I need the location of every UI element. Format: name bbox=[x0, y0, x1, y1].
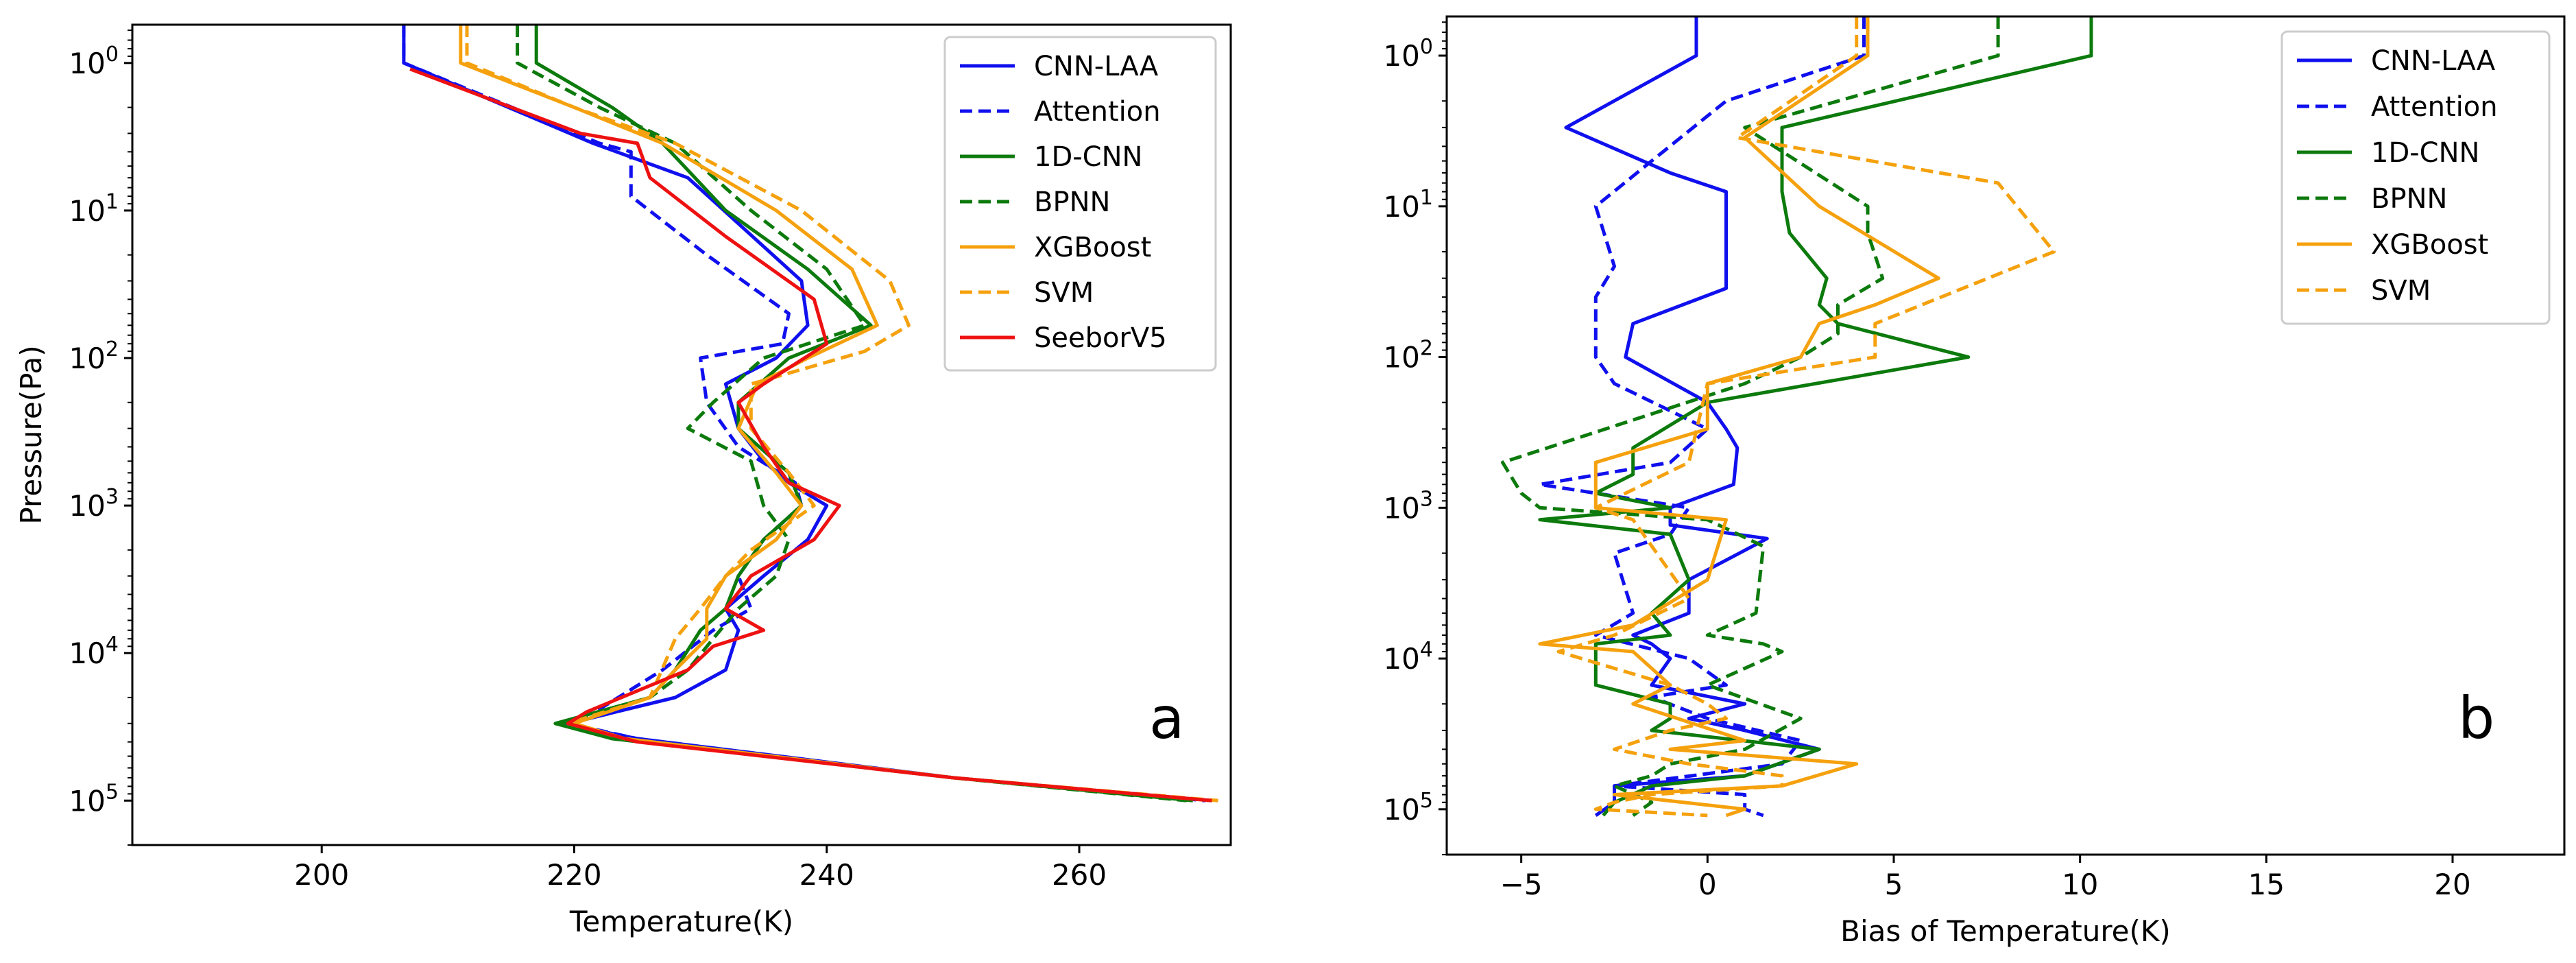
panel-a-legend-label: 1D-CNN bbox=[1034, 141, 1142, 173]
panel-a-x-tick-label: 200 bbox=[294, 858, 349, 892]
panel-b-series-cnn-laa-line bbox=[1564, 16, 1821, 817]
panel-b-x-tick-label: 5 bbox=[1885, 868, 1903, 901]
panel-a-legend-box bbox=[943, 36, 1217, 372]
panel-b-y-tick-label: 103 bbox=[1383, 487, 1433, 525]
panel-a-legend-label: SeeborV5 bbox=[1034, 322, 1167, 354]
panel-a-y-tick-label: 101 bbox=[69, 190, 119, 228]
panel-a: 200 220 240 260 100 101 102 103 104 105 Temperat… bbox=[14, 23, 1232, 938]
panel-b-legend-box bbox=[2280, 30, 2551, 325]
panel-a-legend-label: BPNN bbox=[1034, 187, 1110, 218]
panel-a-y-tick-label: 104 bbox=[69, 632, 119, 670]
panel-a-y-tick-label: 102 bbox=[69, 337, 119, 375]
panel-b-x-tick-label: 0 bbox=[1698, 868, 1717, 901]
panel-a-x-tick-label: 240 bbox=[799, 858, 854, 892]
panel-b-legend-label: 1D-CNN bbox=[2371, 137, 2479, 169]
panel-b-x-ticks: −5 0 5 10 15 20 bbox=[1500, 855, 2471, 901]
panel-b-x-tick-label: 20 bbox=[2434, 868, 2470, 901]
panel-b-x-tick-label: 15 bbox=[2248, 868, 2285, 901]
panel-b-x-tick-label: −5 bbox=[1500, 868, 1543, 901]
panel-b-y-tick-label: 101 bbox=[1383, 186, 1433, 224]
panel-b-y-tick-label: 104 bbox=[1383, 638, 1433, 676]
panel-b-legend-label: XGBoost bbox=[2371, 229, 2488, 261]
panel-b-axes-frame bbox=[1445, 15, 2566, 856]
panel-a-x-axis-label: Temperature(K) bbox=[569, 905, 793, 938]
panel-b-series-1d-cnn-line bbox=[1538, 16, 2093, 817]
panel-a-x-tick-label: 260 bbox=[1052, 858, 1107, 892]
panel-a-axes-frame bbox=[131, 23, 1232, 846]
panel-b-y-tick-label: 100 bbox=[1383, 35, 1433, 73]
panel-a-y-axis-label: Pressure(Pa) bbox=[14, 345, 48, 524]
panel-a-y-tick-label: 103 bbox=[69, 485, 119, 523]
panel-b-series-svm-line bbox=[1556, 16, 2056, 818]
panel-a-y-tick-label: 100 bbox=[69, 43, 119, 80]
panel-a-legend-label: XGBoost bbox=[1034, 232, 1151, 263]
panel-a-label: a bbox=[1149, 685, 1184, 752]
panel-b-legend: CNN-LAA Attention 1D-CNN BPNN XGBoost SVM bbox=[2280, 30, 2551, 325]
panel-b-series-lines bbox=[1501, 16, 2093, 818]
panel-a-y-tick-label: 105 bbox=[69, 780, 119, 818]
panel-b-y-tick-label: 102 bbox=[1383, 337, 1433, 374]
panel-a-y-ticks: 100 101 102 103 104 105 bbox=[69, 29, 132, 846]
panel-b-x-axis-label: Bias of Temperature(K) bbox=[1840, 914, 2171, 948]
panel-b-x-tick-label: 10 bbox=[2062, 868, 2098, 901]
panel-b-legend-label: Attention bbox=[2371, 91, 2498, 123]
panel-b-legend-label: BPNN bbox=[2371, 183, 2447, 215]
panel-b-legend-label: SVM bbox=[2371, 275, 2431, 307]
panel-a-legend-label: CNN-LAA bbox=[1034, 51, 1159, 82]
panel-b-y-ticks: 100 101 102 103 104 105 bbox=[1383, 21, 1447, 855]
panel-b-label: b bbox=[2458, 685, 2494, 752]
panel-b: −5 0 5 10 15 20 100 101 102 103 104 105 Bias of Te… bbox=[1383, 15, 2566, 948]
panel-b-legend-label: CNN-LAA bbox=[2371, 45, 2496, 77]
panel-a-x-ticks: 200 220 240 260 bbox=[294, 845, 1107, 892]
panel-a-legend: CNN-LAA Attention 1D-CNN BPNN XGBoost SVM Seeb… bbox=[943, 36, 1217, 372]
panel-b-series-xgboost-line bbox=[1538, 16, 1940, 818]
panel-a-series-bpnn-line bbox=[516, 25, 1187, 802]
panel-a-legend-label: Attention bbox=[1034, 96, 1161, 128]
panel-a-series-seeborv5-line bbox=[409, 67, 1212, 802]
panel-b-y-tick-label: 105 bbox=[1383, 789, 1433, 827]
panel-a-series-svm-line bbox=[465, 25, 1218, 802]
panel-a-x-tick-label: 220 bbox=[546, 858, 601, 892]
panel-b-series-attention-line bbox=[1538, 16, 1866, 818]
panel-a-series-lines bbox=[402, 25, 1218, 802]
panel-a-legend-label: SVM bbox=[1034, 277, 1094, 309]
